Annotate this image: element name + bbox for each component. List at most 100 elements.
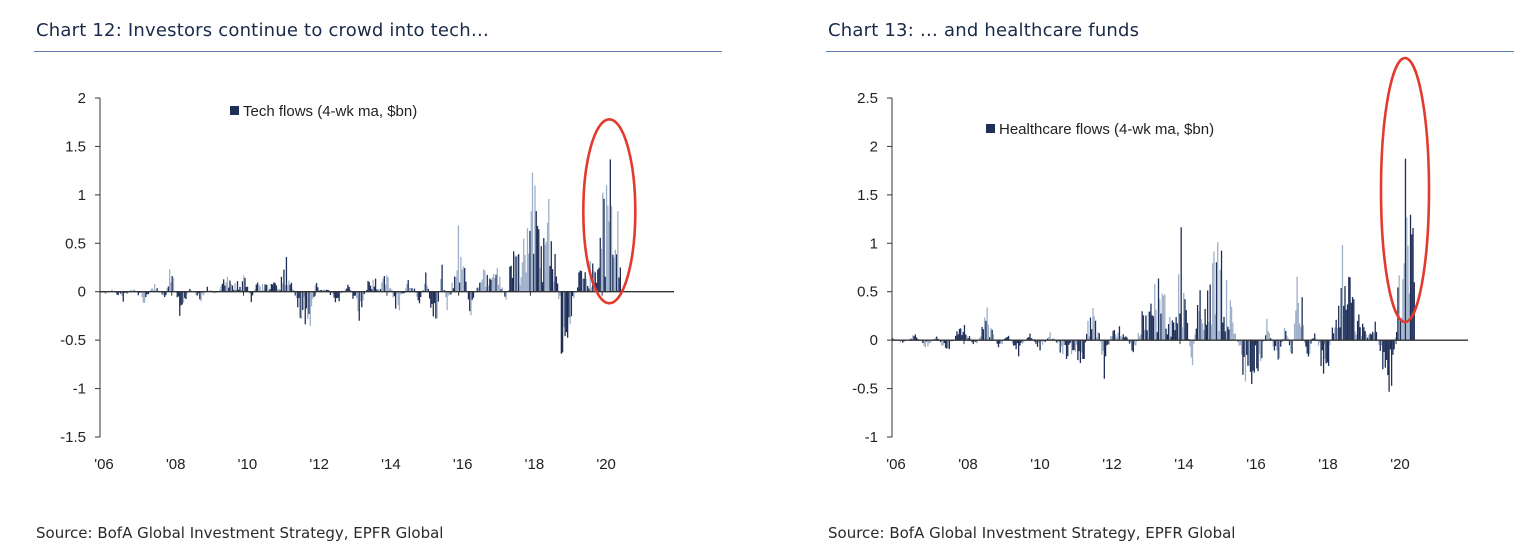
bar	[971, 340, 973, 343]
bar	[401, 291, 403, 294]
x-tick-label: '16	[1246, 456, 1266, 473]
bar	[1207, 290, 1209, 341]
bar	[1115, 334, 1117, 341]
bar	[166, 287, 168, 292]
bar	[162, 291, 165, 296]
bar	[1259, 340, 1262, 362]
bar	[201, 291, 203, 294]
bar	[273, 282, 275, 292]
bar-series	[892, 158, 1415, 392]
bar	[450, 291, 452, 295]
bar	[241, 281, 244, 292]
bar	[947, 340, 949, 348]
bar	[560, 291, 563, 354]
bar	[587, 285, 589, 292]
bar	[535, 211, 537, 292]
bar	[348, 286, 350, 292]
bar	[362, 291, 364, 301]
bar	[1304, 340, 1306, 343]
bar	[1354, 331, 1356, 341]
bar	[353, 291, 355, 296]
bar	[525, 272, 527, 292]
bar	[1111, 336, 1113, 341]
bar	[1125, 336, 1127, 341]
bar	[960, 328, 962, 341]
bar	[1077, 340, 1079, 361]
bar	[310, 291, 313, 307]
bar	[1324, 340, 1326, 359]
bar	[319, 290, 321, 292]
bar	[1224, 331, 1226, 341]
bar	[417, 291, 419, 301]
bar	[485, 286, 487, 292]
bar	[270, 283, 273, 292]
x-tick-label: '14	[381, 456, 401, 473]
bar	[1297, 302, 1300, 341]
x-tick-label: '20	[1390, 456, 1410, 473]
bar	[1380, 340, 1383, 346]
bar	[334, 291, 337, 303]
bar	[514, 255, 516, 292]
bar	[1184, 299, 1186, 341]
bar	[266, 284, 269, 292]
bar	[292, 289, 294, 292]
bar	[989, 337, 991, 341]
x-tick-label: '16	[453, 456, 473, 473]
bar	[406, 284, 408, 292]
bar	[185, 291, 187, 300]
bar	[1176, 323, 1179, 341]
bar	[1185, 310, 1187, 341]
legend-swatch	[986, 124, 995, 133]
bar	[260, 290, 262, 292]
bar	[609, 159, 611, 292]
bar	[1103, 340, 1105, 379]
bar	[1060, 340, 1063, 347]
bar	[452, 288, 455, 292]
bar	[197, 291, 200, 294]
bar	[1079, 340, 1082, 363]
bar	[1372, 331, 1374, 341]
bar	[142, 291, 144, 303]
bar	[226, 276, 229, 292]
bar	[442, 290, 445, 292]
bar	[437, 291, 439, 302]
bar	[141, 291, 143, 298]
bar	[396, 291, 398, 295]
bar	[238, 289, 240, 292]
bar	[1285, 330, 1287, 341]
bar	[285, 256, 288, 292]
bar	[420, 291, 422, 298]
bar	[603, 198, 605, 292]
y-tick-label: -0.5	[852, 381, 878, 398]
chart-source: Source: BofA Global Investment Strategy,…	[36, 524, 444, 542]
bar	[239, 286, 241, 292]
bar	[1241, 340, 1243, 355]
x-tick-label: '18	[1318, 456, 1338, 473]
bar	[372, 279, 374, 292]
bar	[302, 291, 304, 310]
bar	[1138, 336, 1141, 341]
bar	[408, 287, 411, 292]
bar	[259, 286, 261, 292]
bar	[604, 276, 606, 292]
bar	[967, 338, 969, 341]
bar	[271, 284, 274, 292]
bar	[936, 336, 938, 341]
bar	[972, 340, 974, 345]
bar	[235, 290, 237, 292]
bar	[928, 340, 930, 344]
bar	[298, 291, 300, 298]
bar	[336, 291, 338, 299]
bar	[608, 221, 610, 292]
bar	[443, 290, 446, 292]
bar	[548, 198, 550, 292]
bar	[543, 238, 545, 292]
bar	[1126, 337, 1128, 341]
bar	[416, 291, 418, 297]
bar	[943, 340, 945, 344]
bar	[915, 337, 918, 341]
bar	[1248, 340, 1250, 366]
bar	[269, 289, 271, 292]
bar	[274, 283, 276, 292]
bar	[1233, 333, 1235, 341]
